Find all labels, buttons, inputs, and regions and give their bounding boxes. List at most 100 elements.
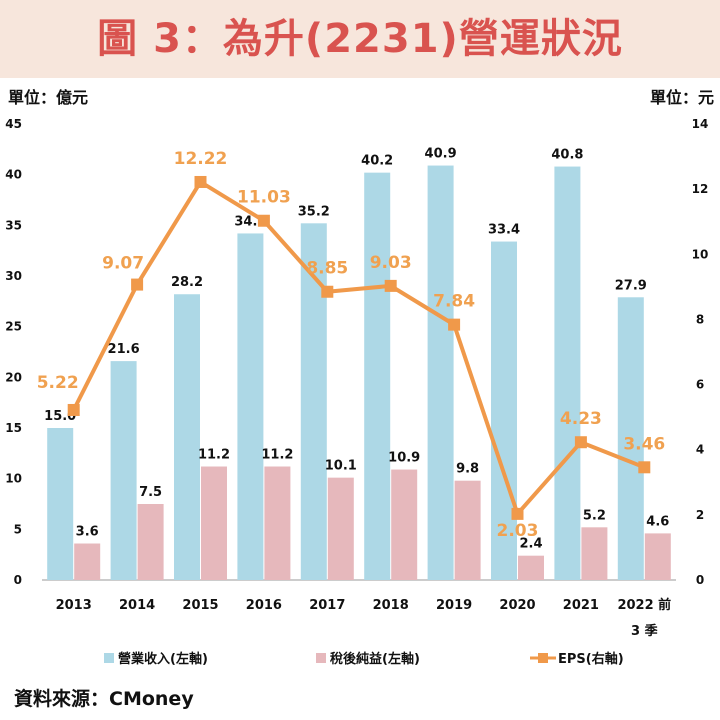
source-note: 資料來源：CMoney	[14, 688, 194, 710]
chart-title: 圖 3：為升(2231)營運狀況	[97, 16, 623, 62]
revenue-data-label: 35.2	[298, 204, 330, 219]
left-tick-label: 35	[5, 218, 22, 232]
revenue-data-label: 33.4	[488, 223, 520, 238]
revenue-data-label: 40.9	[425, 147, 457, 162]
category-label: 2021	[563, 598, 599, 613]
eps-point	[638, 461, 651, 474]
revenue-data-label: 27.9	[615, 278, 647, 293]
category-label: 2018	[373, 598, 409, 613]
eps-data-label: 4.23	[560, 409, 602, 429]
net-income-data-label: 10.9	[388, 451, 420, 466]
net-income-data-label: 10.1	[325, 459, 357, 474]
category-label: 2014	[119, 598, 155, 613]
eps-point	[257, 214, 270, 227]
net-income-data-label: 4.6	[646, 514, 669, 529]
revenue-data-label: 28.2	[171, 275, 203, 290]
revenue-bar	[427, 165, 454, 580]
eps-data-label: 9.03	[370, 253, 412, 273]
net-income-bar	[74, 543, 101, 580]
category-label: 2015	[182, 598, 218, 613]
net-income-bar	[391, 469, 418, 580]
eps-point	[511, 507, 524, 520]
eps-point	[194, 175, 207, 188]
left-tick-label: 10	[5, 472, 22, 486]
revenue-data-label: 40.8	[551, 148, 583, 163]
left-axis-unit: 單位：億元	[8, 88, 89, 107]
net-income-data-label: 11.2	[198, 448, 230, 463]
revenue-data-label: 40.2	[361, 154, 393, 169]
net-income-bar	[201, 466, 227, 580]
eps-point	[131, 278, 144, 291]
net-income-bar	[581, 527, 608, 580]
eps-point	[574, 436, 587, 449]
left-tick-label: 25	[5, 320, 22, 334]
left-tick-label: 15	[5, 421, 22, 435]
legend-revenue-label: 營業收入(左軸)	[118, 651, 208, 667]
eps-data-label: 11.03	[237, 188, 291, 208]
net-income-data-label: 2.4	[519, 537, 542, 552]
eps-data-label: 12.22	[174, 149, 228, 169]
net-income-bar	[518, 555, 544, 580]
eps-line	[71, 179, 646, 516]
revenue-bar	[237, 233, 264, 580]
right-tick-label: 4	[696, 443, 704, 457]
revenue-bar	[47, 428, 74, 580]
category-label: 2013	[56, 598, 92, 613]
net-income-bar	[644, 533, 671, 580]
category-label: 2016	[246, 598, 282, 613]
eps-data-label: 3.46	[623, 434, 665, 454]
category-label: 2022 前	[617, 597, 671, 613]
left-tick-label: 20	[5, 370, 22, 384]
right-tick-label: 6	[696, 378, 704, 392]
eps-point	[321, 285, 334, 298]
revenue-bar	[491, 241, 517, 580]
right-tick-label: 2	[696, 508, 704, 522]
eps-data-label: 7.84	[433, 292, 475, 312]
category-label: 2019	[436, 598, 472, 613]
revenue-bar	[174, 294, 200, 580]
legend-eps-label: EPS(右軸)	[558, 651, 624, 667]
eps-data-label: 8.85	[306, 259, 348, 279]
net-income-bar	[264, 466, 291, 580]
title-banner	[0, 0, 720, 78]
right-tick-label: 12	[692, 182, 709, 196]
legend-net-income-swatch	[316, 653, 326, 663]
eps-data-label: 9.07	[102, 254, 144, 274]
category-label: 2017	[309, 598, 345, 613]
eps-point	[384, 279, 397, 292]
net-income-data-label: 11.2	[261, 448, 293, 463]
right-axis-unit: 單位：元	[649, 88, 714, 107]
right-tick-label: 0	[696, 573, 704, 587]
legend-net-income-label: 稅後純益(左軸)	[330, 651, 420, 667]
right-tick-label: 8	[696, 312, 704, 326]
revenue-bar	[617, 297, 644, 580]
category-label: 3 季	[631, 623, 658, 639]
left-tick-label: 5	[14, 522, 22, 536]
eps-data-label: 5.22	[37, 373, 79, 393]
revenue-bar	[300, 223, 327, 580]
net-income-data-label: 3.6	[76, 525, 99, 540]
legend-eps-marker	[538, 653, 548, 663]
revenue-bar	[364, 172, 391, 580]
net-income-data-label: 5.2	[583, 508, 606, 523]
net-income-data-label: 7.5	[139, 485, 162, 500]
category-label: 2020	[499, 598, 535, 613]
eps-point	[67, 403, 80, 416]
net-income-data-label: 9.8	[456, 462, 479, 477]
legend-revenue-swatch	[104, 653, 114, 663]
eps-point	[448, 318, 461, 331]
left-tick-label: 40	[5, 168, 22, 182]
right-tick-label: 10	[692, 247, 709, 261]
net-income-bar	[454, 480, 481, 580]
left-tick-label: 0	[14, 573, 22, 587]
revenue-data-label: 21.6	[108, 342, 140, 357]
revenue-bar	[554, 166, 581, 580]
revenue-bar	[110, 361, 137, 580]
eps-data-label: 2.03	[497, 521, 539, 541]
net-income-bar	[327, 477, 354, 580]
left-tick-label: 30	[5, 269, 22, 283]
left-tick-label: 45	[5, 117, 22, 131]
right-tick-label: 14	[692, 117, 709, 131]
net-income-bar	[137, 504, 164, 580]
